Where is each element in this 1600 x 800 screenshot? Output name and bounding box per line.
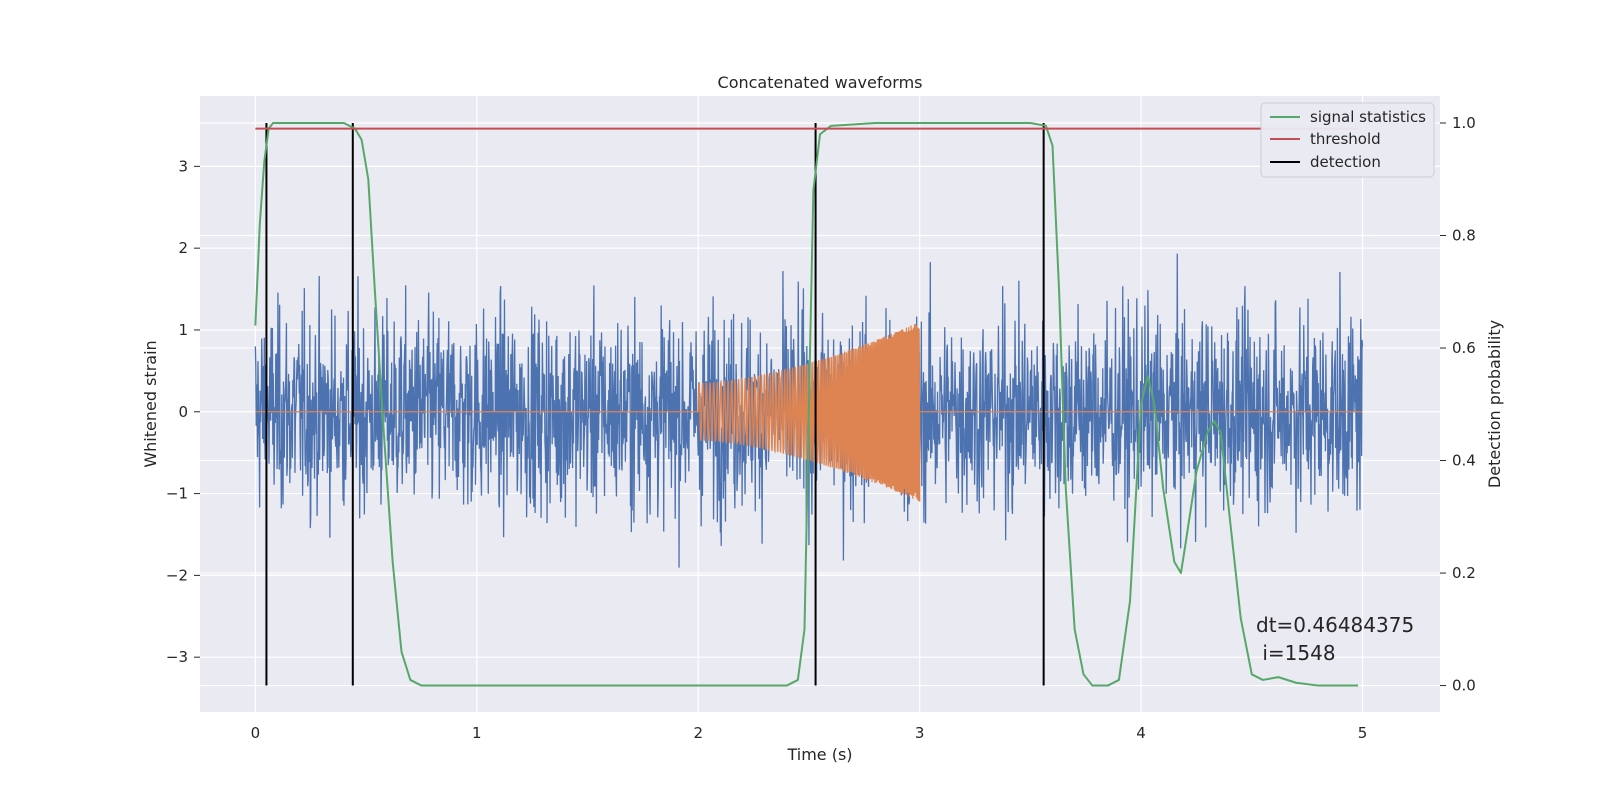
annotation-text: dt=0.46484375 i=1548 (1256, 613, 1414, 665)
chart-title: Concatenated waveforms (718, 73, 923, 92)
y2-tick-label: 0.6 (1452, 339, 1476, 357)
signal-statistics-series-line (254, 122, 1359, 687)
y2-axis-label: Detection probability (1485, 320, 1504, 488)
y-tick-label: 1 (178, 321, 188, 339)
legend-label-threshold: threshold (1310, 130, 1381, 148)
x-ticks: 0 1 2 3 4 5 (251, 724, 1368, 742)
x-tick-label: 4 (1136, 724, 1146, 742)
strain-series-line (254, 253, 1364, 568)
series-layer (254, 122, 1364, 687)
legend-label-signal-statistics: signal statistics (1310, 108, 1426, 126)
y-tick-label: −1 (166, 485, 188, 503)
y-tick-label: −3 (166, 648, 188, 666)
legend-label-detection: detection (1310, 153, 1381, 171)
y2-tick-label: 0.8 (1452, 227, 1476, 245)
legend-box (1260, 102, 1435, 178)
x-tick-label: 0 (251, 724, 261, 742)
y-tick-label: −2 (166, 566, 188, 584)
y-tick-label: 3 (178, 157, 188, 175)
y2-tick-label: 0.0 (1452, 677, 1476, 695)
y-axis-label: Whitened strain (141, 340, 160, 467)
y2-tick-label: 0.4 (1452, 452, 1476, 470)
x-axis-label: Time (s) (786, 745, 852, 764)
y-tick-label: 0 (178, 403, 188, 421)
y2-ticks: 0.0 0.2 0.4 0.6 0.8 1.0 (1440, 114, 1476, 695)
x-tick-label: 1 (472, 724, 482, 742)
y2-tick-label: 1.0 (1452, 114, 1476, 132)
y2-tick-label: 0.2 (1452, 564, 1476, 582)
y-tick-label: 2 (178, 239, 188, 257)
legend: signal statistics threshold detection (1260, 102, 1435, 178)
x-tick-label: 2 (693, 724, 703, 742)
x-tick-label: 5 (1358, 724, 1368, 742)
annotation-label: dt=0.46484375 i=1548 (1256, 613, 1414, 665)
y-ticks: −3 −2 −1 0 1 2 3 (166, 157, 200, 666)
x-tick-label: 3 (915, 724, 925, 742)
